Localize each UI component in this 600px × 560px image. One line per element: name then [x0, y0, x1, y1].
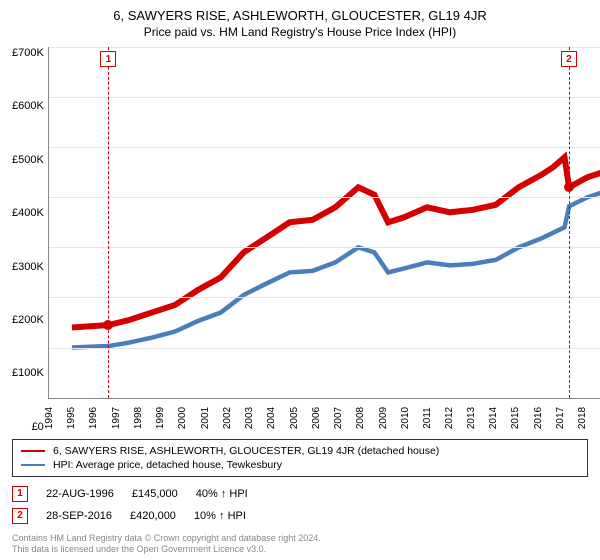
legend-swatch-hpi: [21, 464, 45, 466]
sale-vline: [569, 47, 570, 398]
legend: 6, SAWYERS RISE, ASHLEWORTH, GLOUCESTER,…: [12, 439, 588, 477]
x-axis: 1994199519961997199819992000200120022003…: [48, 399, 600, 433]
sale-date: 28-SEP-2016: [46, 510, 112, 522]
sale-dot: [564, 182, 574, 192]
gridline: [49, 348, 600, 349]
footer-line: This data is licensed under the Open Gov…: [12, 544, 588, 556]
legend-label: 6, SAWYERS RISE, ASHLEWORTH, GLOUCESTER,…: [53, 445, 439, 457]
sale-records: 1 22-AUG-1996 £145,000 40% ↑ HPI 2 28-SE…: [12, 483, 588, 527]
y-tick-label: £400K: [12, 207, 44, 219]
y-tick-label: £0: [32, 421, 44, 433]
y-tick-label: £500K: [12, 154, 44, 166]
chart-area: £700K £600K £500K £400K £300K £200K £100K £0 1 2…: [12, 47, 588, 433]
footer-attribution: Contains HM Land Registry data © Crown c…: [12, 533, 588, 556]
sale-marker-box: 2: [561, 51, 577, 67]
gridline: [49, 247, 600, 248]
y-axis: £700K £600K £500K £400K £300K £200K £100K £0: [12, 47, 48, 433]
chart-title: 6, SAWYERS RISE, ASHLEWORTH, GLOUCESTER,…: [12, 8, 588, 23]
footer-line: Contains HM Land Registry data © Crown c…: [12, 533, 588, 545]
gridline: [49, 197, 600, 198]
sale-hpi-diff: 10% ↑ HPI: [194, 510, 246, 522]
sale-marker-box: 1: [100, 51, 116, 67]
sale-marker-2: 2: [12, 508, 28, 524]
sale-hpi-diff: 40% ↑ HPI: [196, 488, 248, 500]
legend-item-hpi: HPI: Average price, detached house, Tewk…: [21, 458, 579, 472]
legend-label: HPI: Average price, detached house, Tewk…: [53, 459, 282, 471]
series-property: [72, 102, 600, 327]
sale-vline: [108, 47, 109, 398]
y-tick-label: £300K: [12, 261, 44, 273]
sale-price: £420,000: [130, 510, 176, 522]
y-tick-label: £600K: [12, 100, 44, 112]
x-tick-label: 2018: [577, 407, 600, 429]
sale-dot: [103, 320, 113, 330]
gridline: [49, 147, 600, 148]
y-tick-label: £700K: [12, 47, 44, 59]
y-tick-label: £200K: [12, 314, 44, 326]
plot-region: 12: [48, 47, 600, 399]
gridline: [49, 297, 600, 298]
y-tick-label: £100K: [12, 367, 44, 379]
legend-item-property: 6, SAWYERS RISE, ASHLEWORTH, GLOUCESTER,…: [21, 444, 579, 458]
sale-price: £145,000: [132, 488, 178, 500]
sale-row: 2 28-SEP-2016 £420,000 10% ↑ HPI: [12, 505, 588, 527]
gridline: [49, 97, 600, 98]
chart-subtitle: Price paid vs. HM Land Registry's House …: [12, 25, 588, 39]
legend-swatch-property: [21, 450, 45, 452]
sale-row: 1 22-AUG-1996 £145,000 40% ↑ HPI: [12, 483, 588, 505]
gridline: [49, 47, 600, 48]
sale-marker-1: 1: [12, 486, 28, 502]
sale-date: 22-AUG-1996: [46, 488, 114, 500]
